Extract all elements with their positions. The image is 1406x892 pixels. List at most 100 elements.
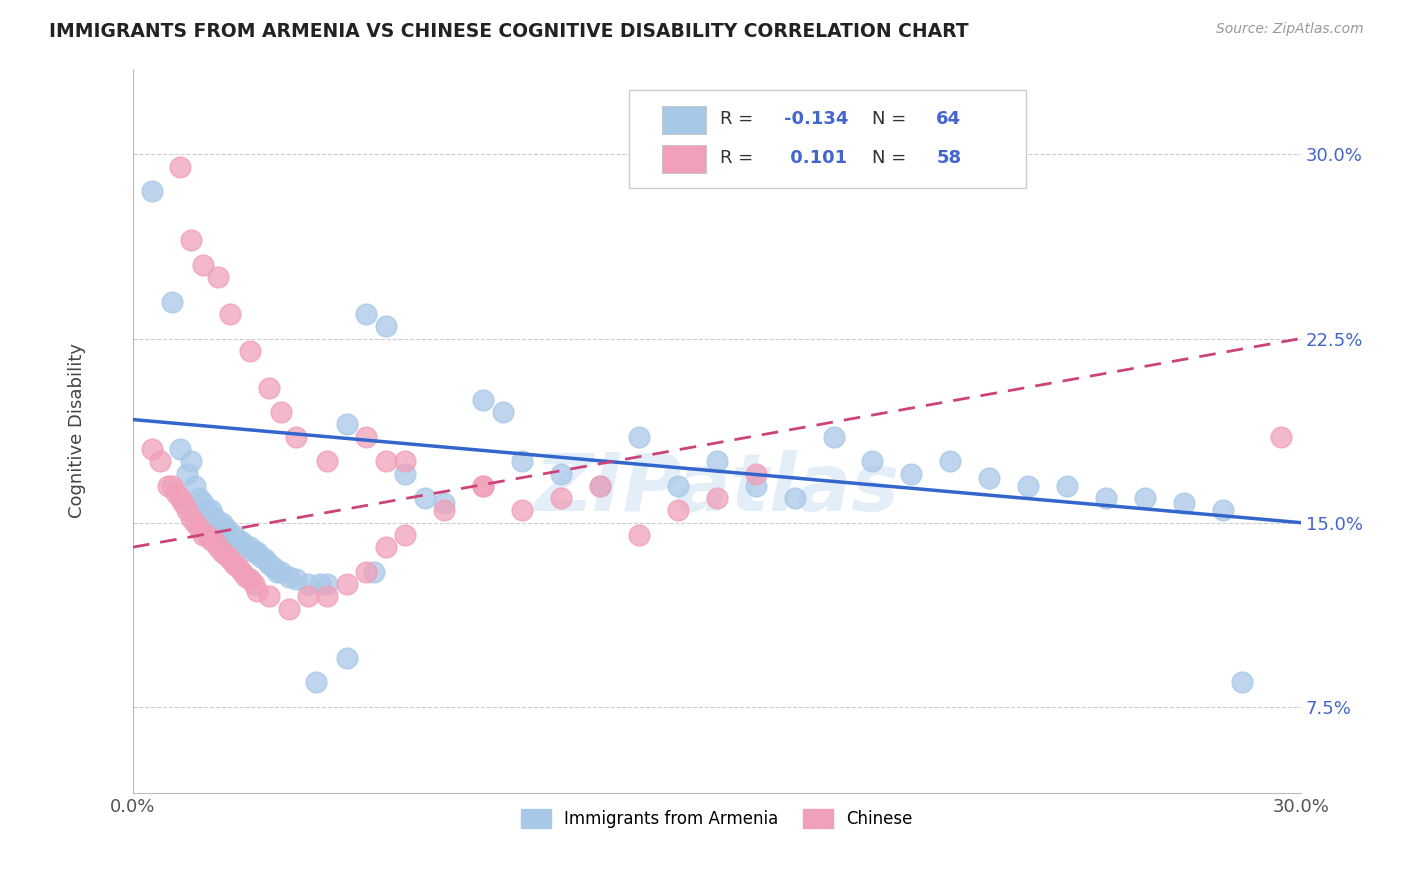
Point [235,569,257,583]
Point [169,491,191,505]
Point [277,601,299,615]
Point [219,307,242,321]
Point [433,496,456,510]
Legend: Immigrants from Armenia, Chinese: Immigrants from Armenia, Chinese [515,803,920,835]
Point [219,528,242,542]
Point [305,675,328,690]
Point [211,545,233,559]
Point [204,535,226,549]
Point [394,528,416,542]
Point [666,503,689,517]
Point [149,454,172,468]
Point [285,572,308,586]
Point [316,589,339,603]
Point [744,479,766,493]
Point [222,558,245,572]
Point [823,430,845,444]
Point [1056,479,1078,493]
FancyBboxPatch shape [662,145,706,173]
Point [257,589,280,603]
Point [242,577,264,591]
Text: N =: N = [872,111,907,128]
Point [472,392,495,407]
FancyBboxPatch shape [662,106,706,134]
Point [160,294,183,309]
Point [316,577,339,591]
Point [195,503,218,517]
Point [222,528,245,542]
Point [184,516,207,530]
Point [239,343,262,358]
Point [550,467,572,481]
Point [394,454,416,468]
Point [219,552,242,566]
Point [160,479,183,493]
Point [744,467,766,481]
Point [1212,503,1234,517]
Point [374,454,396,468]
Point [939,454,962,468]
Point [336,417,359,432]
Point [204,510,226,524]
Point [226,559,249,574]
Point [172,496,194,510]
Point [226,533,249,547]
Point [285,430,308,444]
Point [356,430,378,444]
Point [156,479,179,493]
Point [706,491,728,505]
Text: Source: ZipAtlas.com: Source: ZipAtlas.com [1216,22,1364,37]
Point [363,565,385,579]
Point [165,486,187,500]
Point [250,549,273,564]
Point [188,520,211,534]
Point [589,479,612,493]
FancyBboxPatch shape [628,90,1026,188]
Text: R =: R = [720,111,754,128]
Point [207,516,229,530]
Point [195,528,218,542]
Point [207,540,229,554]
Point [188,491,211,505]
Point [316,454,339,468]
Point [862,454,884,468]
Point [246,545,269,559]
Point [900,467,922,481]
Point [141,184,163,198]
Point [191,496,214,510]
Point [231,565,253,579]
Point [231,535,253,549]
Point [374,540,396,554]
Point [215,548,238,562]
Text: -0.134: -0.134 [785,111,849,128]
Point [141,442,163,456]
Point [510,503,533,517]
Text: Cognitive Disability: Cognitive Disability [67,343,86,518]
Point [491,405,513,419]
Text: ZIPatlas: ZIPatlas [534,450,900,527]
Point [356,565,378,579]
Point [277,569,299,583]
Point [356,307,378,321]
Point [176,503,198,517]
Point [270,405,292,419]
Point [235,540,257,554]
Point [180,510,202,524]
Point [254,552,277,566]
Text: 58: 58 [936,149,962,168]
Text: N =: N = [872,149,907,168]
Point [257,558,280,572]
Point [200,503,222,517]
Point [169,160,191,174]
Point [1270,430,1292,444]
Point [180,454,202,468]
Point [191,528,214,542]
Point [666,479,689,493]
Point [297,577,319,591]
Point [472,479,495,493]
Point [979,471,1001,485]
Point [394,467,416,481]
Point [215,520,238,534]
Point [308,577,330,591]
Point [239,540,262,554]
